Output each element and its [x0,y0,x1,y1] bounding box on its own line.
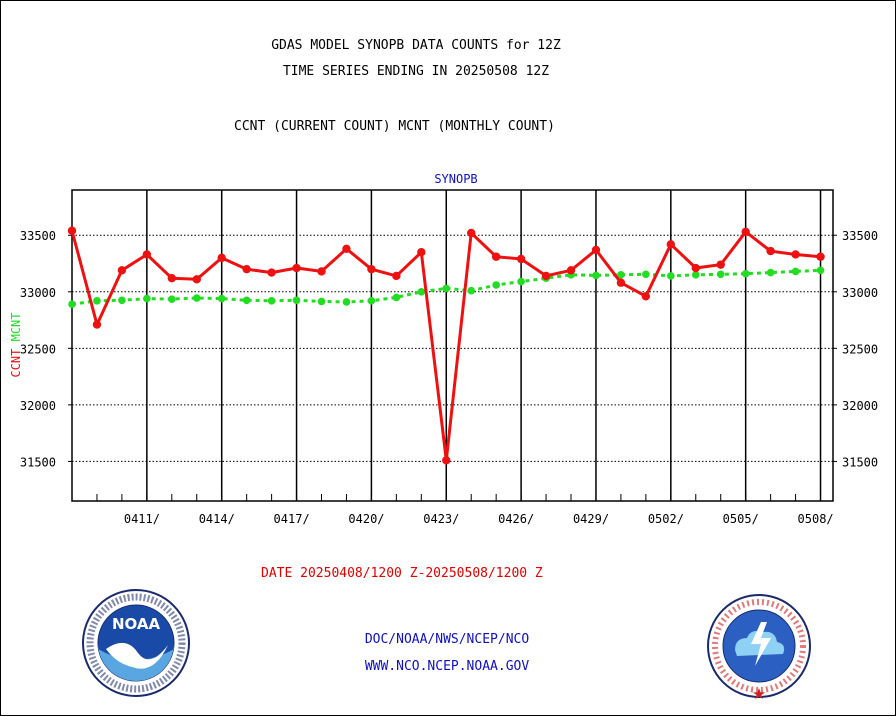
point-mcnt [517,277,525,286]
noaa-logo: NOAA [82,589,190,697]
point-mcnt [317,297,326,306]
point-mcnt [242,296,251,305]
point-ccnt [117,266,127,275]
point-ccnt [167,274,177,283]
x-tick-label: 0426/ [498,512,534,526]
series-title: SYNOPB [434,172,478,186]
x-tick-label: 0411/ [124,512,160,526]
y-tick-label-right: 32500 [842,342,878,356]
y-tick-label-left: 33000 [20,286,56,300]
y-axis-label-ccnt: CCNT [9,341,23,377]
point-ccnt [417,248,426,257]
y-axis-label: CCNT MCNT [9,312,23,377]
point-ccnt [791,250,800,259]
point-ccnt [591,245,601,255]
date-range: DATE 20250408/1200 Z-20250508/1200 Z [261,566,543,581]
point-ccnt [491,252,501,261]
y-tick-label-right: 33500 [842,229,878,243]
point-mcnt [667,272,675,280]
www-link[interactable]: WWW.NCO.NCEP.NOAA.GOV [364,659,530,674]
y-tick-label-left: 31500 [20,455,56,469]
plot-frame [71,189,834,502]
point-mcnt [492,281,500,289]
x-tick-label: 0414/ [199,512,235,526]
x-tick-label: 0420/ [348,512,384,526]
point-mcnt [192,294,201,302]
point-ccnt [292,263,301,273]
point-ccnt [142,250,152,259]
doc-line: DOC/NOAA/NWS/NCEP/NCO [364,632,530,647]
point-mcnt [617,271,625,279]
point-mcnt [766,268,775,277]
point-ccnt [242,264,251,274]
chart-title-line-2: TIME SERIES ENDING IN 20250508 12Z [282,64,550,79]
point-ccnt [566,266,576,275]
point-ccnt [317,267,326,276]
point-mcnt [118,296,126,305]
point-mcnt [342,298,351,306]
point-ccnt [641,292,651,301]
point-mcnt [68,300,76,309]
point-mcnt [716,270,725,279]
point-ccnt [716,260,725,269]
point-mcnt [367,297,376,305]
x-tick-label: 0505/ [723,512,759,526]
x-tick-label: 0429/ [573,512,609,526]
point-mcnt [467,286,476,295]
point-mcnt [691,271,700,279]
point-ccnt [816,252,825,261]
point-ccnt [666,240,676,249]
point-mcnt [816,266,825,275]
point-ccnt [367,264,376,274]
y-tick-label-left: 32000 [20,399,56,413]
x-tick-label: 0502/ [648,512,684,526]
point-ccnt [342,244,351,254]
point-ccnt [442,456,451,465]
chart-subtitle: CCNT (CURRENT COUNT) MCNT (MONTHLY COUNT… [234,119,555,134]
point-ccnt [92,320,102,329]
point-ccnt [392,271,401,281]
point-ccnt [541,271,551,281]
point-mcnt [143,294,151,303]
point-ccnt [766,246,775,256]
point-mcnt [392,293,401,302]
point-ccnt [691,263,700,273]
x-tick-label: 0417/ [274,512,310,526]
noaa-logo-text: NOAA [112,615,161,633]
x-tick-label: 0508/ [798,512,834,526]
y-tick-label-right: 33000 [842,286,878,300]
point-mcnt [217,294,226,303]
point-mcnt [292,296,301,305]
point-mcnt [592,271,600,280]
x-tick-label: 0423/ [423,512,459,526]
point-ccnt [516,254,526,264]
point-ccnt [616,278,626,287]
point-mcnt [642,270,650,279]
point-mcnt [442,284,451,293]
point-ccnt [741,227,750,237]
y-tick-label-right: 32000 [842,399,878,413]
point-ccnt [267,268,276,277]
nws-logo [707,594,811,699]
point-ccnt [192,275,201,284]
point-mcnt [168,295,176,303]
y-tick-label-left: 33500 [20,229,56,243]
y-tick-label-right: 31500 [842,455,878,469]
point-mcnt [417,287,426,296]
point-mcnt [741,269,750,278]
point-ccnt [467,228,476,238]
point-mcnt [93,297,101,305]
point-ccnt [217,253,226,263]
point-mcnt [791,267,800,276]
chart-title-line-1: GDAS MODEL SYNOPB DATA COUNTS for 12Z [271,38,561,53]
y-axis-label-mcnt: MCNT [9,312,23,341]
point-mcnt [267,297,276,305]
point-ccnt [67,226,77,235]
y-tick-label-left: 32500 [20,342,56,356]
